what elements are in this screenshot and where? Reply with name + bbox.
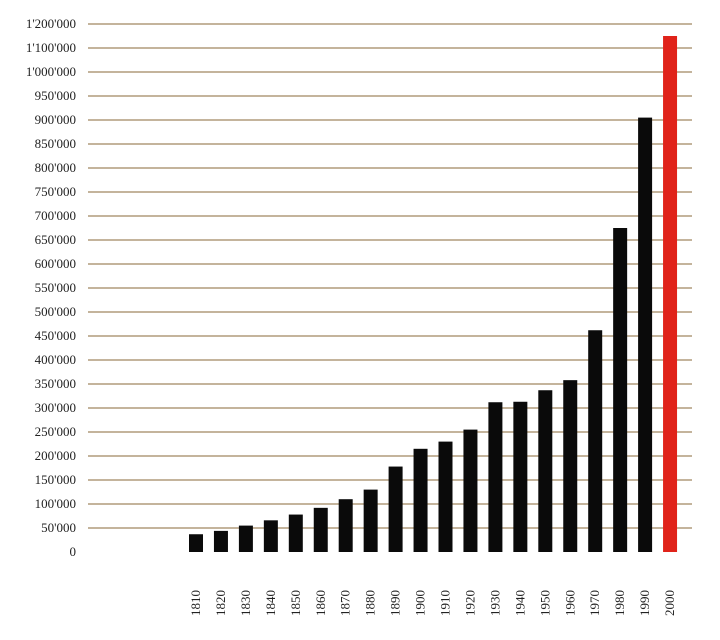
bar-1830 xyxy=(238,525,253,552)
x-tick-label: 1860 xyxy=(313,590,328,616)
x-tick-label: 1930 xyxy=(487,590,502,616)
x-tick-label: 1910 xyxy=(438,590,453,616)
y-tick-label: 650'000 xyxy=(35,232,76,247)
bar-1850 xyxy=(288,514,303,552)
bar-1860 xyxy=(313,507,328,552)
x-tick-label: 1990 xyxy=(637,590,652,616)
y-tick-label: 350'000 xyxy=(35,376,76,391)
bar-1980 xyxy=(613,228,628,552)
x-tick-label: 1820 xyxy=(213,590,228,616)
bar-1900 xyxy=(413,448,428,552)
bar-1920 xyxy=(463,429,478,552)
y-tick-label: 800'000 xyxy=(35,160,76,175)
x-tick-label: 1830 xyxy=(238,590,253,616)
x-tick-label: 1870 xyxy=(338,590,353,616)
y-tick-label: 200'000 xyxy=(35,448,76,463)
bar-1960 xyxy=(563,380,578,552)
x-tick-label: 1960 xyxy=(562,590,577,616)
bar-1810 xyxy=(189,534,203,552)
bars xyxy=(189,36,678,552)
bar-1870 xyxy=(338,499,353,552)
y-tick-label: 150'000 xyxy=(35,472,76,487)
x-tick-label: 1810 xyxy=(188,590,203,616)
bar-1840 xyxy=(263,520,278,552)
y-axis-tick-labels: 0 50'000 100'000 150'000 200'000 250'000 300'0… xyxy=(26,16,76,559)
gridlines xyxy=(88,23,692,529)
bar-1890 xyxy=(388,466,403,552)
bar-1880 xyxy=(363,489,378,552)
y-tick-label: 550'000 xyxy=(35,280,76,295)
bar-1950 xyxy=(538,390,553,552)
x-tick-label: 1940 xyxy=(512,590,527,616)
x-tick-label: 1880 xyxy=(363,590,378,616)
bar-1820 xyxy=(213,530,228,552)
y-tick-label: 100'000 xyxy=(35,496,76,511)
bar-1990 xyxy=(638,117,653,552)
y-tick-label: 400'000 xyxy=(35,352,76,367)
x-axis-tick-labels: 1810 1820 1830 1840 1850 1860 1870 1880 1890 1900… xyxy=(188,590,677,616)
y-tick-label: 850'000 xyxy=(35,136,76,151)
x-tick-label: 1850 xyxy=(288,590,303,616)
x-tick-label: 1900 xyxy=(413,590,428,616)
y-tick-label: 950'000 xyxy=(35,88,76,103)
bar-1910 xyxy=(438,441,453,552)
bar-2000 xyxy=(663,36,678,552)
y-tick-label: 600'000 xyxy=(35,256,76,271)
y-tick-label: 750'000 xyxy=(35,184,76,199)
y-tick-label: 0 xyxy=(70,544,77,559)
x-tick-label: 1970 xyxy=(587,590,602,616)
x-tick-label: 1950 xyxy=(537,590,552,616)
y-tick-label: 250'000 xyxy=(35,424,76,439)
y-tick-label: 50'000 xyxy=(41,520,76,535)
y-tick-label: 450'000 xyxy=(35,328,76,343)
x-tick-label: 2000 xyxy=(662,590,677,616)
y-tick-label: 700'000 xyxy=(35,208,76,223)
x-tick-label: 1890 xyxy=(388,590,403,616)
y-tick-label: 300'000 xyxy=(35,400,76,415)
y-tick-label: 500'000 xyxy=(35,304,76,319)
x-tick-label: 1980 xyxy=(612,590,627,616)
y-tick-label: 1'200'000 xyxy=(26,16,76,31)
x-tick-label: 1920 xyxy=(462,590,477,616)
y-tick-label: 1'000'000 xyxy=(26,64,76,79)
y-tick-label: 1'100'000 xyxy=(26,40,76,55)
x-tick-label: 1840 xyxy=(263,590,278,616)
y-tick-label: 900'000 xyxy=(35,112,76,127)
bar-1970 xyxy=(588,330,603,552)
bar-1930 xyxy=(488,402,503,552)
bar-1940 xyxy=(513,401,528,552)
